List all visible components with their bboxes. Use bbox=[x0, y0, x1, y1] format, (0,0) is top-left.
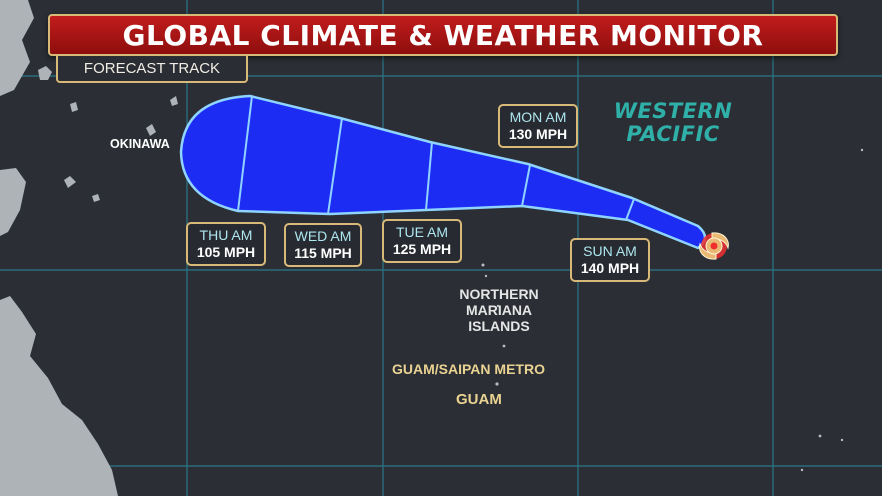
forecast-wind: 105 MPH bbox=[196, 244, 256, 260]
forecast-wind: 125 MPH bbox=[392, 241, 452, 257]
forecast-label-wed: WED AM 115 MPH bbox=[284, 223, 362, 267]
forecast-track-tab: FORECAST TRACK bbox=[56, 56, 248, 83]
page-title: GLOBAL CLIMATE & WEATHER MONITOR bbox=[122, 18, 764, 52]
subtitle: FORECAST TRACK bbox=[83, 60, 221, 77]
title-banner: GLOBAL CLIMATE & WEATHER MONITOR bbox=[48, 14, 838, 56]
landmasses bbox=[0, 0, 178, 496]
forecast-cone bbox=[179, 94, 707, 250]
forecast-day: THU AM bbox=[199, 227, 253, 243]
forecast-day: WED AM bbox=[294, 228, 352, 244]
place-northern-mariana: NORTHERN MARIANA ISLANDS bbox=[459, 286, 539, 334]
forecast-label-tue: TUE AM 125 MPH bbox=[382, 219, 462, 263]
forecast-wind: 130 MPH bbox=[508, 126, 568, 142]
forecast-day: MON AM bbox=[509, 109, 567, 125]
ocean-label: WESTERN PACIFIC bbox=[613, 99, 733, 146]
forecast-label-mon: MON AM 130 MPH bbox=[498, 104, 578, 148]
hurricane-icon bbox=[699, 232, 729, 260]
forecast-day: SUN AM bbox=[583, 243, 637, 259]
forecast-wind: 115 MPH bbox=[294, 245, 352, 261]
forecast-label-sun: SUN AM 140 MPH bbox=[570, 238, 650, 282]
place-okinawa: OKINAWA bbox=[110, 137, 170, 151]
forecast-label-thu: THU AM 105 MPH bbox=[186, 222, 266, 266]
place-guam-saipan-metro: GUAM/SAIPAN METRO bbox=[392, 361, 545, 377]
forecast-wind: 140 MPH bbox=[580, 260, 640, 276]
place-guam: GUAM bbox=[456, 391, 502, 408]
forecast-day: TUE AM bbox=[395, 224, 449, 240]
